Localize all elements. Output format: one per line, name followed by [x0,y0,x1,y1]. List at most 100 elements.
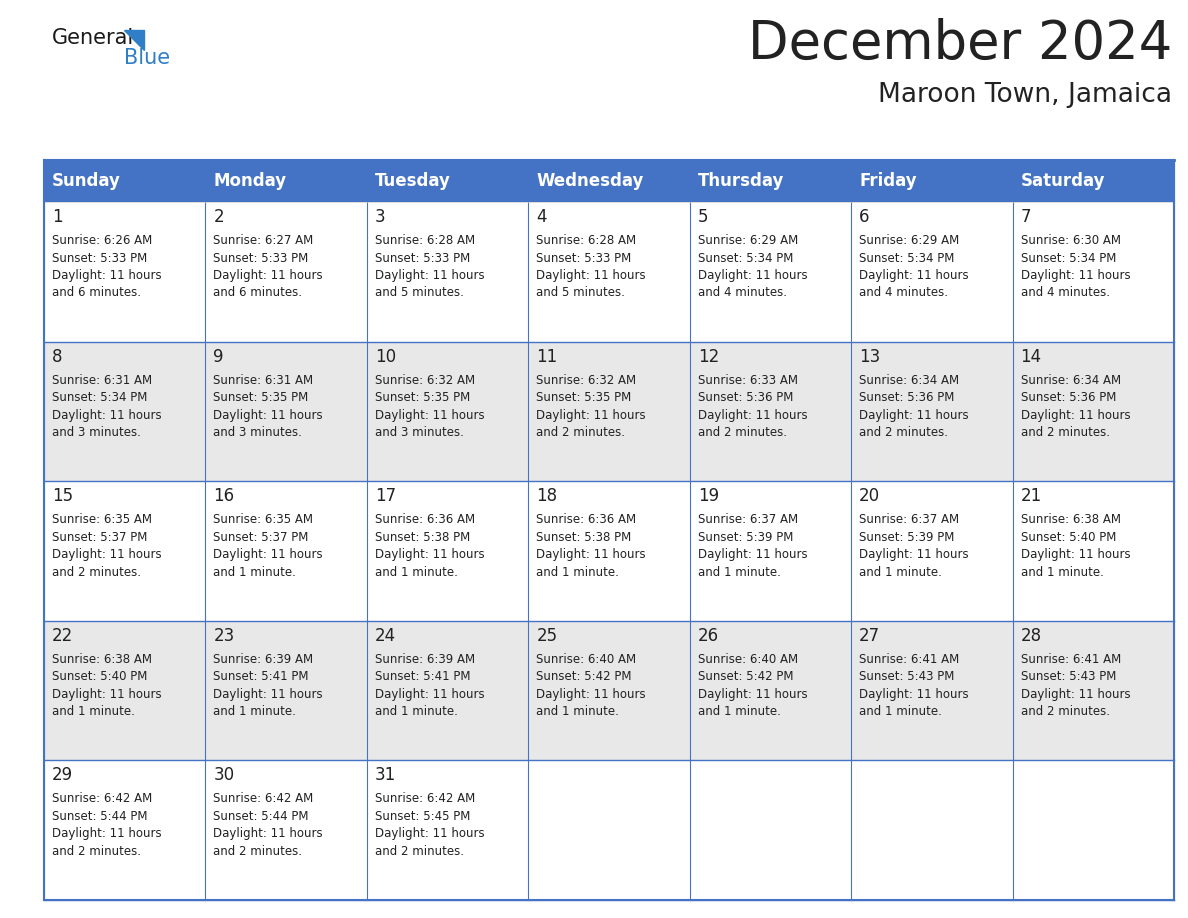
Text: 20: 20 [859,487,880,505]
Text: Daylight: 11 hours: Daylight: 11 hours [214,827,323,840]
Text: 23: 23 [214,627,235,644]
Bar [529,481,690,621]
Text: Sunset: 5:33 PM: Sunset: 5:33 PM [536,252,632,264]
Text: 1: 1 [52,208,63,226]
Text: 2: 2 [214,208,225,226]
Bar [1012,341,1174,481]
Text: Sunset: 5:37 PM: Sunset: 5:37 PM [52,531,147,543]
Bar [690,341,851,481]
Text: Sunset: 5:41 PM: Sunset: 5:41 PM [375,670,470,683]
Text: Sunrise: 6:41 AM: Sunrise: 6:41 AM [859,653,960,666]
Text: and 1 minute.: and 1 minute. [536,565,619,578]
Text: General: General [52,28,134,48]
Bar [690,202,851,341]
Text: Daylight: 11 hours: Daylight: 11 hours [536,409,646,421]
Text: and 2 minutes.: and 2 minutes. [697,426,786,439]
Text: 27: 27 [859,627,880,644]
Bar [206,160,367,202]
Text: Sunset: 5:36 PM: Sunset: 5:36 PM [697,391,794,404]
Text: 8: 8 [52,348,63,365]
Text: Sunrise: 6:36 AM: Sunrise: 6:36 AM [536,513,637,526]
Bar [206,341,367,481]
Bar [367,481,529,621]
Text: and 3 minutes.: and 3 minutes. [375,426,463,439]
Text: Sunset: 5:45 PM: Sunset: 5:45 PM [375,810,470,823]
Text: Sunrise: 6:34 AM: Sunrise: 6:34 AM [1020,374,1120,386]
Text: Sunrise: 6:26 AM: Sunrise: 6:26 AM [52,234,152,247]
Bar [529,341,690,481]
Bar [690,481,851,621]
Bar [690,621,851,760]
Text: Daylight: 11 hours: Daylight: 11 hours [859,409,968,421]
Text: Sunset: 5:34 PM: Sunset: 5:34 PM [52,391,147,404]
Text: Sunset: 5:37 PM: Sunset: 5:37 PM [214,531,309,543]
Text: 13: 13 [859,348,880,365]
Text: Sunset: 5:39 PM: Sunset: 5:39 PM [859,531,954,543]
Text: Sunset: 5:39 PM: Sunset: 5:39 PM [697,531,794,543]
Text: 12: 12 [697,348,719,365]
Text: Sunset: 5:42 PM: Sunset: 5:42 PM [536,670,632,683]
Text: Sunrise: 6:35 AM: Sunrise: 6:35 AM [52,513,152,526]
Text: Daylight: 11 hours: Daylight: 11 hours [859,269,968,282]
Text: Sunset: 5:40 PM: Sunset: 5:40 PM [52,670,147,683]
Text: Daylight: 11 hours: Daylight: 11 hours [536,688,646,700]
Text: and 1 minute.: and 1 minute. [375,565,457,578]
Text: Monday: Monday [214,172,286,190]
Text: 24: 24 [375,627,396,644]
Text: and 6 minutes.: and 6 minutes. [52,286,141,299]
Text: 31: 31 [375,767,396,784]
Text: and 1 minute.: and 1 minute. [697,565,781,578]
Text: Sunrise: 6:29 AM: Sunrise: 6:29 AM [859,234,960,247]
Text: Wednesday: Wednesday [536,172,644,190]
Text: Sunrise: 6:36 AM: Sunrise: 6:36 AM [375,513,475,526]
Text: Sunrise: 6:39 AM: Sunrise: 6:39 AM [375,653,475,666]
Text: and 2 minutes.: and 2 minutes. [214,845,303,858]
Text: Daylight: 11 hours: Daylight: 11 hours [536,548,646,561]
Text: Sunrise: 6:42 AM: Sunrise: 6:42 AM [52,792,152,805]
Text: Daylight: 11 hours: Daylight: 11 hours [52,269,162,282]
Bar [851,341,1012,481]
Text: and 1 minute.: and 1 minute. [859,705,942,718]
Polygon shape [124,30,144,50]
Text: Thursday: Thursday [697,172,784,190]
Bar [851,621,1012,760]
Bar [690,160,851,202]
Text: and 1 minute.: and 1 minute. [214,705,296,718]
Text: 19: 19 [697,487,719,505]
Text: 9: 9 [214,348,223,365]
Bar [44,481,206,621]
Text: Daylight: 11 hours: Daylight: 11 hours [697,269,808,282]
Text: Sunrise: 6:28 AM: Sunrise: 6:28 AM [536,234,637,247]
Text: Sunrise: 6:32 AM: Sunrise: 6:32 AM [375,374,475,386]
Text: and 3 minutes.: and 3 minutes. [52,426,141,439]
Text: Sunrise: 6:34 AM: Sunrise: 6:34 AM [859,374,959,386]
Text: Tuesday: Tuesday [375,172,450,190]
Text: Sunrise: 6:31 AM: Sunrise: 6:31 AM [214,374,314,386]
Text: Sunset: 5:33 PM: Sunset: 5:33 PM [375,252,470,264]
Text: Daylight: 11 hours: Daylight: 11 hours [1020,269,1130,282]
Text: 7: 7 [1020,208,1031,226]
Text: Daylight: 11 hours: Daylight: 11 hours [859,548,968,561]
Text: 14: 14 [1020,348,1042,365]
Text: 5: 5 [697,208,708,226]
Bar [367,202,529,341]
Bar [851,481,1012,621]
Text: 3: 3 [375,208,385,226]
Bar [1012,202,1174,341]
Text: Daylight: 11 hours: Daylight: 11 hours [52,827,162,840]
Text: Daylight: 11 hours: Daylight: 11 hours [52,548,162,561]
Text: Sunrise: 6:38 AM: Sunrise: 6:38 AM [52,653,152,666]
Text: Sunrise: 6:42 AM: Sunrise: 6:42 AM [375,792,475,805]
Text: Sunset: 5:43 PM: Sunset: 5:43 PM [1020,670,1116,683]
Text: 26: 26 [697,627,719,644]
Bar [529,760,690,900]
Text: Sunrise: 6:30 AM: Sunrise: 6:30 AM [1020,234,1120,247]
Text: 21: 21 [1020,487,1042,505]
Text: Sunset: 5:36 PM: Sunset: 5:36 PM [1020,391,1116,404]
Text: and 1 minute.: and 1 minute. [536,705,619,718]
Text: Maroon Town, Jamaica: Maroon Town, Jamaica [878,82,1173,108]
Text: Sunrise: 6:28 AM: Sunrise: 6:28 AM [375,234,475,247]
Text: Sunset: 5:38 PM: Sunset: 5:38 PM [375,531,470,543]
Text: Sunset: 5:44 PM: Sunset: 5:44 PM [52,810,147,823]
Text: Daylight: 11 hours: Daylight: 11 hours [1020,409,1130,421]
